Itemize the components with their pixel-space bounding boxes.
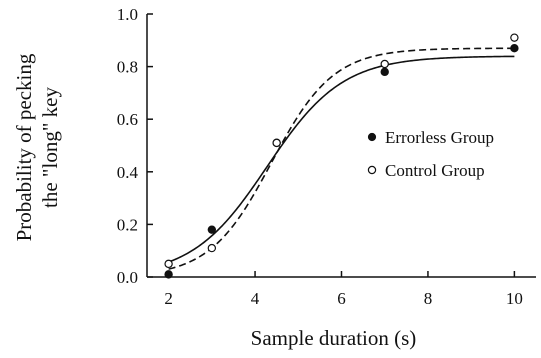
x-tick-label: 8 bbox=[424, 289, 433, 308]
y-axis-title-line-2: the "long" key bbox=[38, 87, 62, 208]
fit-curve-errorless bbox=[168, 55, 515, 263]
y-axis-title-line-1: Probability of pecking bbox=[12, 53, 36, 241]
y-tick-label: 0.8 bbox=[117, 58, 138, 77]
point-errorless bbox=[380, 67, 389, 77]
point-control bbox=[380, 59, 389, 69]
x-tick-label: 2 bbox=[164, 289, 173, 308]
fit-curves bbox=[168, 47, 515, 270]
y-tick-label: 1.0 bbox=[117, 5, 138, 24]
point-control bbox=[272, 138, 281, 148]
x-tick-label: 10 bbox=[506, 289, 523, 308]
y-tick-label: 0.2 bbox=[117, 215, 138, 234]
fit-curve-control bbox=[168, 47, 515, 270]
point-control bbox=[207, 243, 217, 253]
legend-label-errorless: Errorless Group bbox=[385, 128, 494, 147]
y-tick-label: 0.0 bbox=[117, 268, 138, 287]
point-errorless bbox=[510, 43, 519, 53]
y-axis-title: Probability of pecking the "long" key bbox=[12, 53, 62, 241]
ticks: 0.0 0.2 0.4 0.6 0.8 1.0 2 4 6 8 10 bbox=[117, 5, 523, 308]
x-tick-label: 4 bbox=[251, 289, 260, 308]
x-axis-title: Sample duration (s) bbox=[251, 326, 417, 350]
point-control bbox=[164, 259, 173, 269]
data-points bbox=[164, 33, 519, 279]
y-tick-label: 0.6 bbox=[117, 110, 138, 129]
legend-label-control: Control Group bbox=[385, 161, 485, 180]
point-errorless bbox=[164, 270, 173, 279]
point-errorless bbox=[207, 225, 217, 234]
x-tick-label: 6 bbox=[337, 289, 346, 308]
point-control bbox=[510, 33, 519, 42]
y-tick-label: 0.4 bbox=[117, 163, 139, 182]
legend-marker-control bbox=[367, 165, 377, 175]
legend-marker-errorless bbox=[367, 132, 377, 142]
legend: Errorless Group Control Group bbox=[367, 128, 494, 180]
